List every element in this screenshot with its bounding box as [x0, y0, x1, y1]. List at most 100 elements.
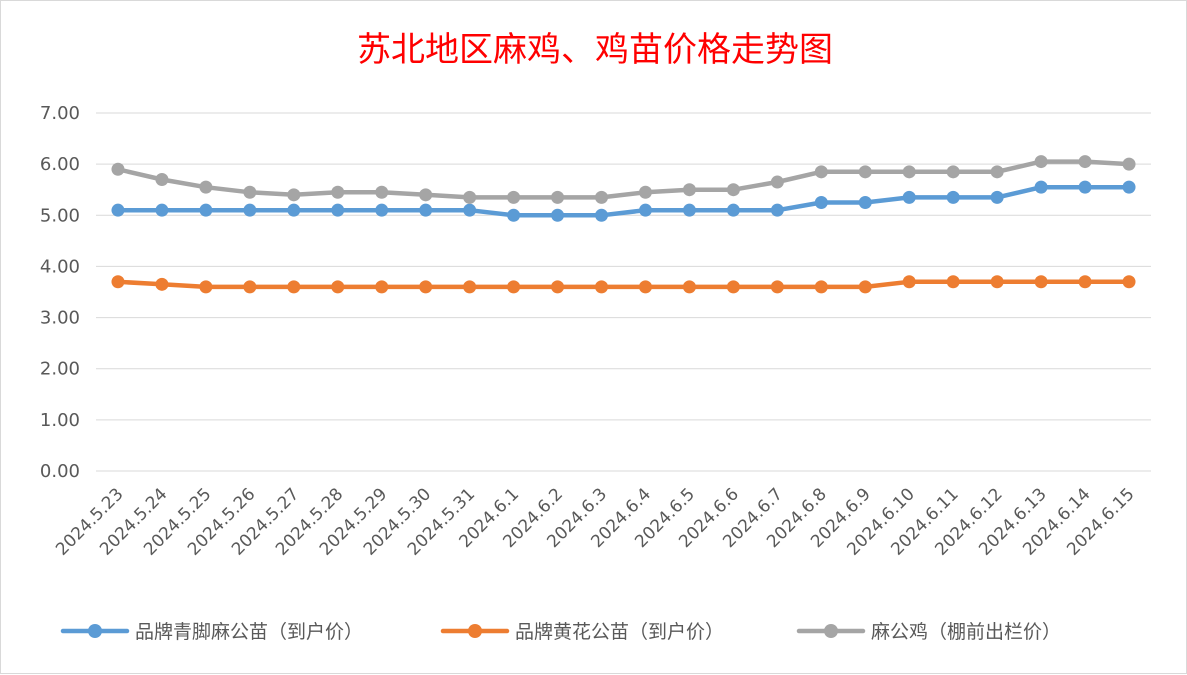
- data-point: [375, 280, 389, 294]
- series-lines: [111, 155, 1136, 294]
- data-point: [287, 188, 301, 202]
- data-point: [1122, 275, 1136, 289]
- data-point: [375, 185, 389, 199]
- legend-item-2: 品牌黄花公苗（到户价）: [440, 621, 724, 643]
- chart-title: 苏北地区麻鸡、鸡苗价格走势图: [357, 30, 833, 70]
- data-point: [638, 203, 652, 217]
- data-point: [726, 183, 740, 197]
- y-tick-label: 3.00: [40, 308, 80, 329]
- series-line: [115, 159, 1132, 200]
- data-point: [507, 190, 521, 204]
- y-tick-label: 4.00: [40, 256, 80, 277]
- data-point: [551, 208, 565, 222]
- data-point: [331, 185, 345, 199]
- data-point: [682, 203, 696, 217]
- data-point: [375, 203, 389, 217]
- legend-item-3: 麻公鸡（棚前出栏价）: [796, 621, 1061, 643]
- series-line: [115, 279, 1132, 290]
- legend-swatch-marker: [824, 624, 838, 638]
- data-point: [111, 275, 125, 289]
- data-point: [946, 275, 960, 289]
- data-point: [682, 183, 696, 197]
- data-point: [770, 280, 784, 294]
- data-point: [638, 280, 652, 294]
- data-point: [682, 280, 696, 294]
- data-point: [990, 190, 1004, 204]
- data-point: [946, 190, 960, 204]
- data-point: [111, 203, 125, 217]
- data-point: [551, 280, 565, 294]
- data-point: [902, 275, 916, 289]
- data-point: [1078, 155, 1092, 169]
- data-point: [243, 280, 257, 294]
- data-point: [858, 196, 872, 209]
- data-point: [463, 280, 477, 294]
- y-tick-label: 6.00: [40, 154, 80, 175]
- data-point: [990, 275, 1004, 289]
- data-point: [595, 190, 609, 204]
- data-point: [419, 280, 433, 294]
- data-point: [331, 203, 345, 217]
- data-point: [243, 185, 257, 199]
- data-point: [1122, 157, 1136, 171]
- data-point: [1034, 155, 1048, 169]
- series-2: [111, 275, 1136, 294]
- y-tick-label: 0.00: [40, 461, 80, 482]
- data-point: [155, 172, 169, 186]
- data-point: [199, 203, 213, 217]
- data-point: [1078, 180, 1092, 194]
- y-tick-label: 1.00: [40, 410, 80, 431]
- data-point: [946, 165, 960, 179]
- x-axis-ticks: 2024.5.232024.5.242024.5.252024.5.262024…: [52, 484, 1138, 559]
- legend-label: 品牌黄花公苗（到户价）: [515, 621, 724, 643]
- data-point: [770, 203, 784, 217]
- data-point: [1078, 275, 1092, 289]
- y-tick-label: 7.00: [40, 103, 80, 124]
- data-point: [726, 203, 740, 217]
- data-point: [1034, 275, 1048, 289]
- data-point: [507, 208, 521, 222]
- legend-item-1: 品牌青脚麻公苗（到户价）: [60, 621, 363, 643]
- data-point: [595, 280, 609, 294]
- data-point: [507, 280, 521, 294]
- legend-label: 麻公鸡（棚前出栏价）: [871, 621, 1061, 643]
- data-point: [551, 190, 565, 204]
- data-point: [1122, 180, 1136, 194]
- data-point: [155, 203, 169, 217]
- data-point: [770, 175, 784, 189]
- data-point: [726, 280, 740, 294]
- data-point: [858, 280, 872, 294]
- legend-swatch-marker: [88, 624, 102, 638]
- gridlines: [96, 112, 1151, 472]
- data-point: [331, 280, 345, 294]
- y-tick-label: 5.00: [40, 205, 80, 226]
- data-point: [638, 185, 652, 199]
- data-point: [990, 165, 1004, 179]
- data-point: [814, 280, 828, 294]
- series-line: [115, 184, 1132, 218]
- data-point: [463, 203, 477, 217]
- data-point: [243, 203, 257, 217]
- data-point: [199, 180, 213, 194]
- series-3: [111, 155, 1136, 204]
- legend-swatch-marker: [468, 624, 482, 638]
- data-point: [463, 190, 477, 204]
- data-point: [199, 280, 213, 294]
- data-point: [155, 277, 169, 291]
- data-point: [287, 280, 301, 294]
- data-point: [814, 165, 828, 179]
- data-point: [287, 203, 301, 217]
- legend: 品牌青脚麻公苗（到户价） 品牌黄花公苗（到户价） 麻公鸡（棚前出栏价）: [60, 621, 1061, 643]
- legend-label: 品牌青脚麻公苗（到户价）: [135, 621, 363, 643]
- data-point: [419, 188, 433, 202]
- data-point: [902, 165, 916, 179]
- data-point: [1034, 180, 1048, 194]
- data-point: [111, 162, 125, 176]
- data-point: [814, 196, 828, 209]
- data-point: [902, 190, 916, 204]
- y-tick-label: 2.00: [40, 359, 80, 380]
- y-axis-ticks: 0.00 1.00 2.00 3.00 4.00 5.00 6.00 7.00: [40, 103, 80, 482]
- data-point: [419, 203, 433, 217]
